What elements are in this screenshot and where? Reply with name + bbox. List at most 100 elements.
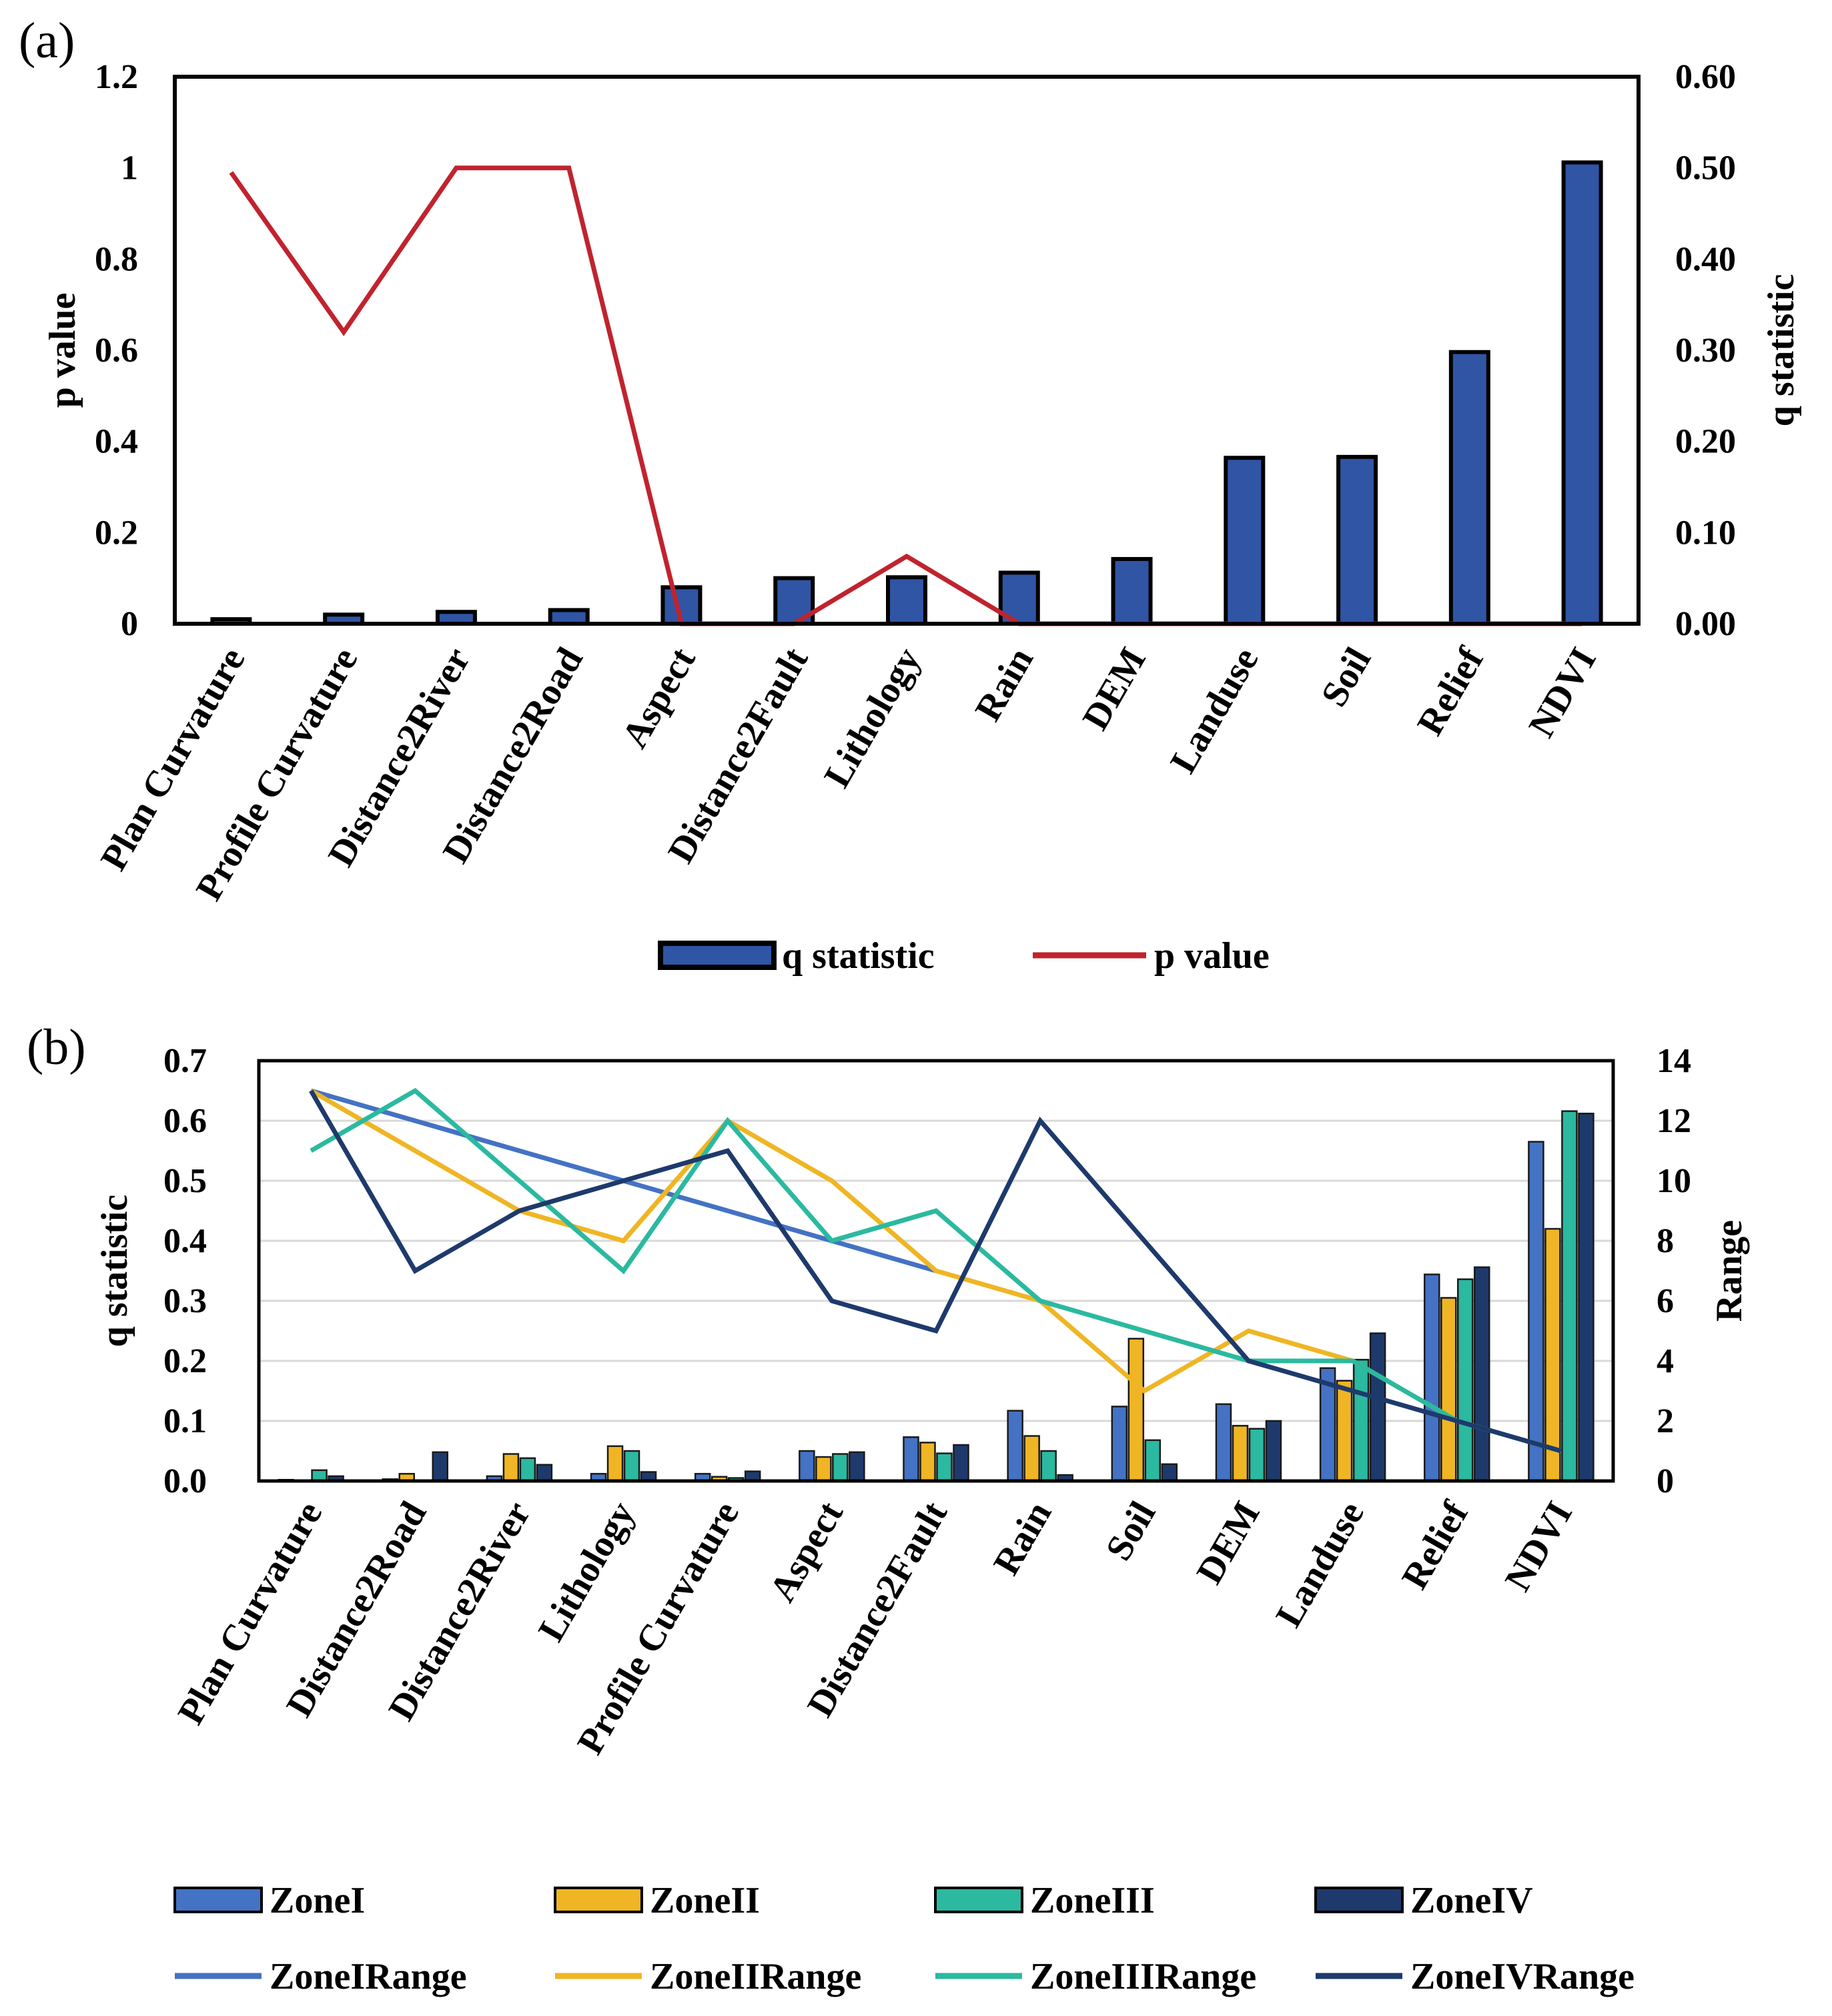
bar-zoneiii-distance2fault — [936, 1452, 953, 1482]
legend-label-zoneivrange: ZoneIVRange — [1410, 1956, 1635, 1997]
legend-label-p-value: p value — [1154, 935, 1270, 977]
bar-q-statistic-landuse — [1224, 456, 1266, 626]
plot-frame-b — [257, 1059, 1615, 1483]
bar-zoneii-aspect — [815, 1456, 832, 1482]
right-axis-title-b: Range — [1709, 1220, 1750, 1322]
left-tick-label: 0.6 — [163, 1102, 207, 1140]
panel-b-label: (b) — [27, 1019, 86, 1075]
bar-zoneiv-distance2road — [432, 1451, 448, 1482]
legend-label-zoneiv: ZoneIV — [1410, 1880, 1533, 1921]
bar-zoneiii-relief — [1457, 1278, 1474, 1482]
bar-zoneii-soil — [1127, 1338, 1145, 1482]
category-label-ndvi: NDVI — [1521, 641, 1605, 744]
legend-label-zoneiiirange: ZoneIIIRange — [1030, 1956, 1256, 1997]
bar-zonei-relief — [1424, 1274, 1440, 1482]
left-tick-label: 0.5 — [163, 1162, 207, 1200]
plot-frame-a — [173, 75, 1641, 626]
right-tick-label: 6 — [1657, 1282, 1674, 1320]
bar-zoneiv-ndvi — [1578, 1112, 1594, 1482]
legend-swatch-zoneiv — [1314, 1887, 1404, 1913]
right-axis-title-a: q statistic — [1761, 274, 1802, 427]
right-tick-label: 12 — [1657, 1102, 1691, 1140]
left-tick-label: 0.2 — [163, 1342, 207, 1380]
category-label-lithology: Lithology — [816, 641, 929, 795]
right-tick-label: 0.40 — [1675, 240, 1736, 278]
bar-zoneiv-aspect — [849, 1451, 865, 1482]
left-tick-label: 0.8 — [95, 240, 138, 278]
legend-label-zonei: ZoneI — [270, 1880, 365, 1921]
bar-zonei-aspect — [799, 1450, 815, 1482]
category-label-rain: Rain — [985, 1495, 1059, 1582]
bar-zonei-ndvi — [1528, 1141, 1544, 1482]
bar-zonei-soil — [1111, 1406, 1128, 1482]
bar-zoneii-distance2river — [502, 1453, 520, 1482]
bar-zoneii-ndvi — [1544, 1227, 1561, 1482]
left-tick-label: 0.4 — [163, 1222, 207, 1260]
left-tick-label: 0.6 — [95, 332, 138, 370]
bar-zoneiv-dem — [1265, 1420, 1282, 1482]
category-label-soil: Soil — [1098, 1495, 1164, 1568]
panel-a-label: (a) — [19, 13, 75, 69]
bar-zoneiv-distance2river — [536, 1464, 553, 1482]
left-tick-label: 1 — [121, 149, 138, 187]
right-tick-label: 0.20 — [1675, 423, 1736, 461]
bar-zoneii-lithology — [606, 1445, 624, 1482]
category-label-landuse: Landuse — [1162, 641, 1266, 781]
bar-zoneiii-aspect — [832, 1453, 849, 1482]
right-tick-label: 8 — [1657, 1222, 1674, 1260]
right-tick-label: 0.60 — [1675, 58, 1736, 96]
line-zoneivrange — [309, 1089, 1562, 1454]
left-tick-label: 0.0 — [163, 1462, 207, 1500]
left-tick-label: 0.1 — [163, 1402, 207, 1440]
bar-zonei-distance2fault — [903, 1436, 919, 1482]
legend-swatch-zoneiii — [934, 1887, 1023, 1913]
legend-swatch-zoneii — [554, 1887, 643, 1913]
left-tick-label: 0.4 — [95, 423, 138, 461]
left-tick-label: 0.2 — [95, 514, 138, 552]
bar-zoneiii-lithology — [623, 1450, 640, 1482]
bar-zonei-dem — [1215, 1403, 1232, 1482]
bar-zoneiv-relief — [1474, 1266, 1490, 1482]
legend-label-zoneiii: ZoneIII — [1030, 1880, 1155, 1921]
bar-zonei-rain — [1007, 1410, 1023, 1482]
right-tick-label: 0.30 — [1675, 332, 1736, 370]
legend-label-q-statistic: q statistic — [782, 935, 935, 977]
bar-zoneiii-rain — [1040, 1450, 1057, 1482]
category-label-dem: DEM — [1189, 1495, 1268, 1591]
right-tick-label: 4 — [1657, 1342, 1674, 1380]
legend-label-zoneiirange: ZoneIIRange — [650, 1956, 861, 1997]
bar-zoneii-distance2fault — [919, 1442, 936, 1482]
bar-q-statistic-ndvi — [1561, 160, 1603, 626]
bar-zoneii-landuse — [1336, 1380, 1353, 1482]
right-tick-label: 2 — [1657, 1402, 1674, 1440]
bar-q-statistic-distance2road — [548, 608, 590, 626]
category-label-dem: DEM — [1075, 641, 1154, 737]
bar-zoneiv-distance2fault — [953, 1444, 969, 1482]
panel-b: (b) 0.0 0.1 0.2 0.3 0.4 0.5 0.6 0.7 0 2 4 6 8 10 12 14… — [27, 1019, 1750, 1997]
legend-label-zoneirange: ZoneIRange — [270, 1956, 467, 1997]
legend-b: ZoneI ZoneII ZoneIII ZoneIV ZoneIRange ZoneII… — [173, 1880, 1635, 1997]
bar-zoneii-rain — [1023, 1435, 1040, 1482]
category-label-relief: Relief — [1394, 1494, 1476, 1596]
category-label-relief: Relief — [1409, 640, 1492, 742]
panel-a: (a) 0 0.2 0.4 0.6 0.8 1 1.2 0.00 0.10 0.20 0.30 0.… — [19, 13, 1802, 977]
legend-swatch-q-statistic — [658, 941, 777, 970]
bar-q-statistic-soil — [1336, 454, 1378, 626]
category-label-landuse: Landuse — [1268, 1495, 1372, 1634]
bar-zoneiii-soil — [1144, 1439, 1162, 1482]
line-zoneiiirange — [310, 1087, 1562, 1454]
right-tick-label: 10 — [1657, 1162, 1691, 1200]
bar-zoneiv-landuse — [1369, 1332, 1386, 1482]
category-label-aspect: Aspect — [614, 640, 704, 754]
line-p-value — [229, 165, 1582, 626]
legend-label-zoneii: ZoneII — [650, 1880, 760, 1921]
legend-swatch-zonei — [173, 1887, 263, 1913]
right-tick-label: 0.00 — [1675, 605, 1736, 643]
left-tick-label: 0 — [121, 605, 138, 643]
category-label-lithology: Lithology — [530, 1495, 643, 1648]
right-tick-label: 0 — [1657, 1462, 1674, 1500]
bar-zoneiii-dem — [1248, 1428, 1266, 1482]
left-tick-label: 0.3 — [163, 1282, 207, 1320]
bar-zoneiv-soil — [1161, 1463, 1178, 1482]
